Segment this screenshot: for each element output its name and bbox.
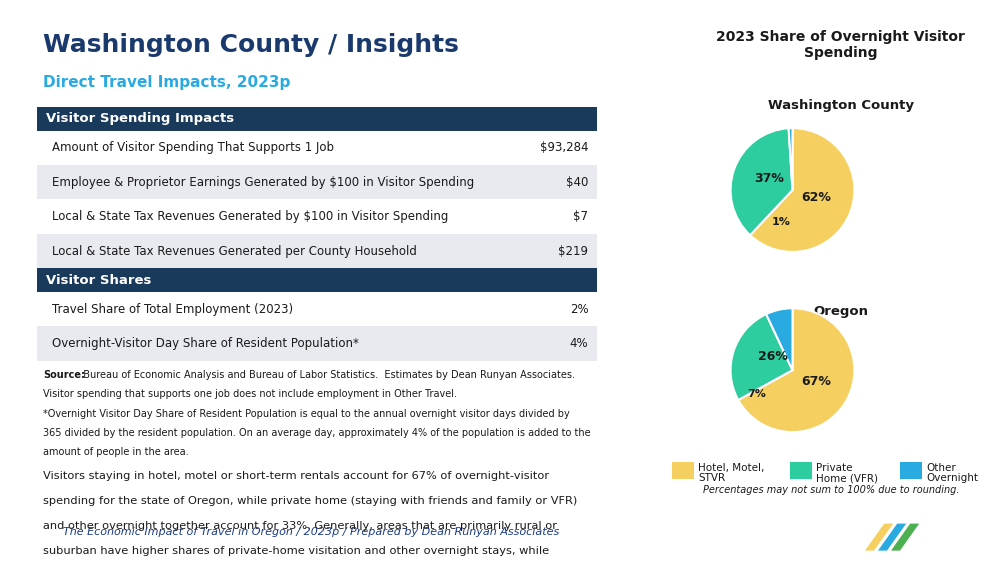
Text: *Overnight Visitor Day Share of Resident Population is equal to the annual overn: *Overnight Visitor Day Share of Resident…	[43, 409, 570, 418]
FancyBboxPatch shape	[37, 107, 597, 131]
Text: spending for the state of Oregon, while private home (staying with friends and f: spending for the state of Oregon, while …	[43, 496, 578, 506]
FancyBboxPatch shape	[37, 234, 597, 268]
Text: The Economic Impact of Travel in Oregon / 2023p / Prepared by Dean Runyan Associ: The Economic Impact of Travel in Oregon …	[63, 526, 560, 537]
Text: $219: $219	[558, 244, 588, 257]
Text: 2023 Share of Overnight Visitor
Spending: 2023 Share of Overnight Visitor Spending	[716, 30, 965, 60]
Text: $40: $40	[566, 176, 588, 189]
FancyBboxPatch shape	[37, 199, 597, 234]
Text: STVR: STVR	[698, 473, 725, 484]
Text: 2%: 2%	[570, 303, 588, 316]
Text: Amount of Visitor Spending That Supports 1 Job: Amount of Visitor Spending That Supports…	[52, 141, 334, 154]
Text: 26%: 26%	[758, 350, 788, 363]
Text: Washington County: Washington County	[768, 99, 914, 112]
FancyBboxPatch shape	[37, 268, 597, 292]
Text: Hotel, Motel,: Hotel, Motel,	[698, 463, 764, 473]
Text: Local & State Tax Revenues Generated per County Household: Local & State Tax Revenues Generated per…	[52, 244, 417, 257]
Wedge shape	[766, 309, 793, 370]
Text: 7%: 7%	[747, 388, 766, 399]
Text: 4%: 4%	[570, 337, 588, 350]
Wedge shape	[731, 314, 793, 400]
Wedge shape	[731, 128, 793, 235]
Wedge shape	[789, 128, 793, 190]
Text: Source:: Source:	[43, 370, 85, 381]
Text: Home (VFR): Home (VFR)	[816, 473, 878, 484]
Text: $7: $7	[573, 210, 588, 223]
Text: Direct Travel Impacts, 2023p: Direct Travel Impacts, 2023p	[43, 75, 291, 90]
Text: Visitor spending that supports one job does not include employment in Other Trav: Visitor spending that supports one job d…	[43, 390, 457, 400]
Text: and other overnight together account for 33%. Generally, areas that are primaril: and other overnight together account for…	[43, 521, 557, 531]
Text: Travel Share of Total Employment (2023): Travel Share of Total Employment (2023)	[52, 303, 293, 316]
FancyBboxPatch shape	[37, 327, 597, 361]
Text: Local & State Tax Revenues Generated by $100 in Visitor Spending: Local & State Tax Revenues Generated by …	[52, 210, 448, 223]
FancyBboxPatch shape	[37, 165, 597, 199]
Text: 67%: 67%	[801, 375, 831, 388]
Text: Overnight-Visitor Day Share of Resident Population*: Overnight-Visitor Day Share of Resident …	[52, 337, 359, 350]
Text: 37%: 37%	[754, 172, 784, 185]
Text: 365 divided by the resident population. On an average day, approximately 4% of t: 365 divided by the resident population. …	[43, 427, 591, 437]
Text: Other: Other	[926, 463, 956, 473]
Text: Visitors staying in hotel, motel or short-term rentals account for 67% of overni: Visitors staying in hotel, motel or shor…	[43, 471, 549, 481]
Text: 1%: 1%	[772, 217, 791, 227]
Text: Oregon: Oregon	[813, 305, 868, 318]
Text: Overnight: Overnight	[926, 473, 978, 484]
Text: Private: Private	[816, 463, 853, 473]
Text: $93,284: $93,284	[540, 141, 588, 154]
Text: 62%: 62%	[801, 191, 831, 204]
Text: Washington County / Insights: Washington County / Insights	[43, 33, 459, 57]
FancyBboxPatch shape	[37, 292, 597, 327]
Text: Bureau of Economic Analysis and Bureau of Labor Statistics.  Estimates by Dean R: Bureau of Economic Analysis and Bureau o…	[77, 370, 575, 381]
Text: Visitor Shares: Visitor Shares	[46, 274, 152, 287]
Text: Employee & Proprietor Earnings Generated by $100 in Visitor Spending: Employee & Proprietor Earnings Generated…	[52, 176, 474, 189]
Wedge shape	[750, 128, 854, 252]
Text: suburban have higher shares of private-home visitation and other overnight stays: suburban have higher shares of private-h…	[43, 546, 549, 556]
Text: Visitor Spending Impacts: Visitor Spending Impacts	[46, 112, 234, 125]
Text: Percentages may not sum to 100% due to rounding.: Percentages may not sum to 100% due to r…	[703, 485, 960, 495]
Wedge shape	[738, 309, 854, 432]
FancyBboxPatch shape	[37, 131, 597, 165]
Text: amount of people in the area.: amount of people in the area.	[43, 446, 189, 457]
